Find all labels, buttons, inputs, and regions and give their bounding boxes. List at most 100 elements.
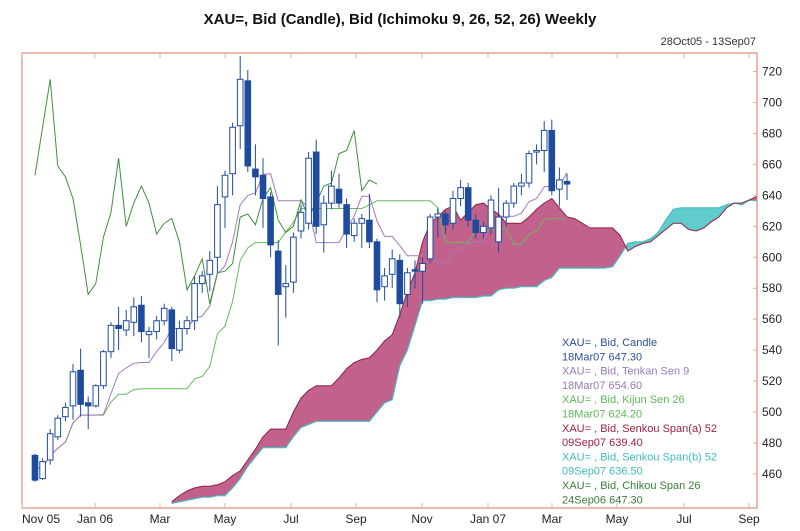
x-tick-label: May: [214, 512, 237, 526]
candle-up: [457, 187, 464, 199]
plot-border: [21, 52, 758, 509]
cloud-segment: [460, 211, 469, 298]
candle-up: [183, 320, 191, 329]
cloud-segment: [597, 227, 606, 269]
cloud-segment: [688, 207, 697, 232]
x-tick-label: Mar: [150, 512, 171, 526]
candle-down: [411, 269, 419, 272]
candle-down: [312, 151, 320, 227]
candle-up: [556, 179, 563, 190]
senkou-span-a-line: [171, 195, 757, 503]
candle-up: [221, 174, 229, 198]
cloud-segment: [361, 357, 370, 422]
cloud-segment: [369, 349, 378, 423]
cloud-segment: [604, 227, 613, 269]
x-tick-label: Mar: [542, 512, 563, 526]
candle-up: [100, 351, 107, 387]
chart-title: XAU=, Bid (Candle), Bid (Ichimoku 9, 26,…: [204, 11, 597, 28]
candle-up: [426, 216, 434, 260]
legend-series-value: 18Mar07 654.60: [562, 380, 642, 392]
x-axis: Nov 05 Jan 06 Mar May Jul Sep Nov Jan 07 Mar May J…: [21, 53, 760, 526]
x-tick-label: Jan 06: [77, 512, 113, 526]
candle-down: [244, 80, 252, 167]
candle-up: [320, 202, 328, 226]
legend-series-name: XAU= , Bid, Chikou Span 26: [562, 480, 701, 492]
x-tick-label: May: [606, 512, 629, 526]
candle-up: [525, 153, 533, 184]
candle-up: [495, 216, 502, 243]
x-tick-label: Jul: [676, 512, 691, 526]
candle-up: [502, 202, 510, 218]
cloud-segment: [536, 202, 545, 288]
candle-down: [335, 188, 343, 204]
legend-series-value: 09Sep07 636.50: [562, 466, 643, 478]
candle-down: [563, 180, 571, 185]
candle-down: [31, 454, 39, 481]
cloud-segment: [353, 358, 363, 422]
x-tick-label: Sep: [738, 512, 760, 526]
cloud-segment: [543, 197, 553, 281]
candle-down: [168, 309, 176, 350]
candle-up: [388, 258, 396, 275]
candle-up: [290, 236, 297, 283]
candle-up: [510, 185, 518, 204]
candle-up: [305, 157, 312, 224]
candle-up: [39, 461, 46, 480]
candle-down: [343, 204, 350, 235]
candle-up: [176, 327, 183, 351]
y-tick-label: 500: [762, 405, 782, 419]
candle-down: [274, 250, 282, 295]
legend-series-value: 18Mar07 624.20: [562, 409, 642, 421]
y-tick-label: 600: [762, 250, 782, 264]
candle-down: [267, 196, 274, 246]
candle-down: [84, 402, 92, 407]
chikou-span-line: [34, 79, 378, 304]
legend-series-name: XAU= , Bid, Kijun Sen 26: [562, 394, 685, 406]
candle-down: [373, 241, 381, 291]
y-tick-label: 640: [762, 188, 782, 202]
candle-down: [252, 168, 259, 178]
y-tick-label: 680: [762, 126, 782, 140]
candle-up: [419, 262, 426, 272]
candle-down: [548, 129, 556, 192]
legend-series-name: XAU= , Bid, Senkou Span(a) 52: [562, 423, 717, 435]
legend-series-value: 24Sep06 647.30: [562, 494, 643, 506]
y-tick-label: 700: [762, 96, 782, 110]
candle-up: [533, 150, 540, 153]
cloud-segment: [475, 202, 484, 298]
candle-up: [229, 126, 236, 175]
legend-series-value: 18Mar07 647.30: [562, 351, 642, 363]
candle-down: [472, 219, 480, 234]
cloud-segment: [308, 385, 317, 425]
x-tick-label: Jan 07: [470, 512, 506, 526]
cloud-segment: [551, 197, 560, 279]
cloud-segment: [277, 428, 287, 448]
candle-up: [153, 320, 160, 333]
candle-up: [381, 275, 388, 288]
x-tick-label: Jul: [283, 512, 298, 526]
candles: [31, 56, 571, 482]
candle-up: [160, 307, 168, 322]
cloud-segment: [574, 218, 583, 269]
plot-area: [22, 53, 757, 508]
cloud-segment: [201, 486, 211, 498]
legend-series-name: XAU= , Bid, Candle: [562, 337, 657, 349]
candle-down: [115, 324, 122, 329]
y-tick-label: 520: [762, 374, 782, 388]
legend-series-value: 09Sep07 639.40: [562, 437, 643, 449]
y-tick-label: 720: [762, 65, 782, 79]
plot-frame: [21, 52, 758, 509]
candle-up: [206, 259, 214, 275]
candle-up: [198, 275, 206, 285]
candle-up: [236, 78, 244, 127]
cloud-segment: [695, 207, 705, 232]
candle-up: [282, 283, 290, 288]
x-tick-label: Nov 05: [22, 512, 60, 526]
y-tick-label: 460: [762, 467, 782, 481]
candle-up: [214, 204, 221, 258]
y-tick-label: 620: [762, 219, 782, 233]
candle-down: [396, 259, 404, 305]
y-tick-label: 580: [762, 281, 782, 295]
date-range: 28Oct05 - 13Sep07: [661, 36, 756, 48]
